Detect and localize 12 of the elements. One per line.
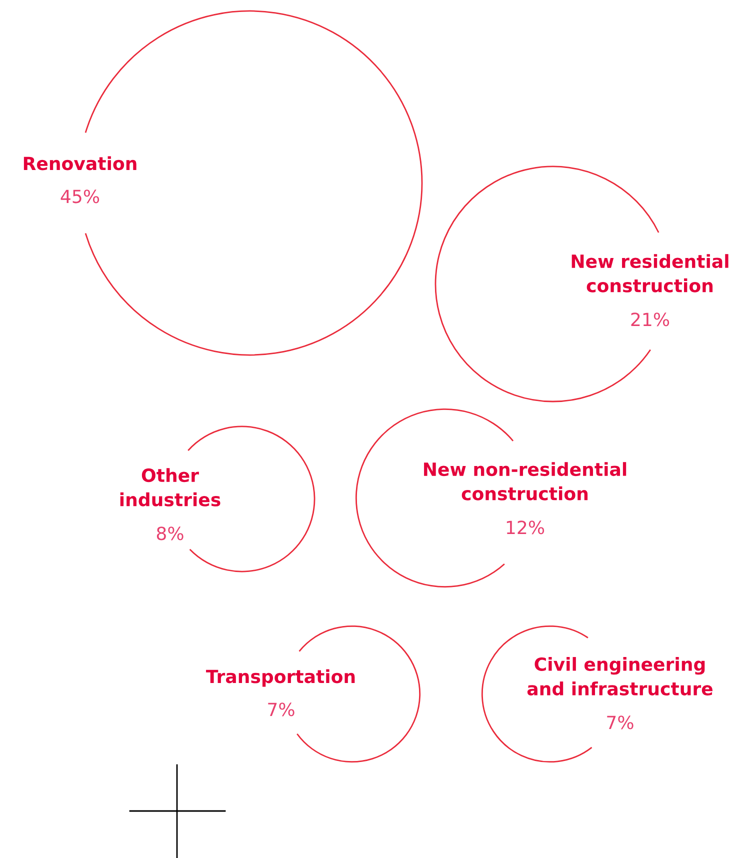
data-label: 12% bbox=[506, 520, 544, 534]
category-label: Renovation bbox=[24, 156, 136, 170]
category-label: New residential construction bbox=[572, 254, 728, 292]
data-label: 7% bbox=[607, 716, 634, 730]
data-label: 45% bbox=[60, 190, 100, 204]
data-label: 8% bbox=[156, 526, 184, 540]
category-label: New non-residential construction bbox=[424, 462, 626, 500]
category-label: Transportation bbox=[206, 669, 355, 687]
data-label: 7% bbox=[268, 702, 294, 716]
data-label: 21% bbox=[631, 312, 670, 326]
category-label: Other industries bbox=[120, 468, 220, 506]
category-label: Civil engineering and infrastructure bbox=[527, 657, 712, 696]
